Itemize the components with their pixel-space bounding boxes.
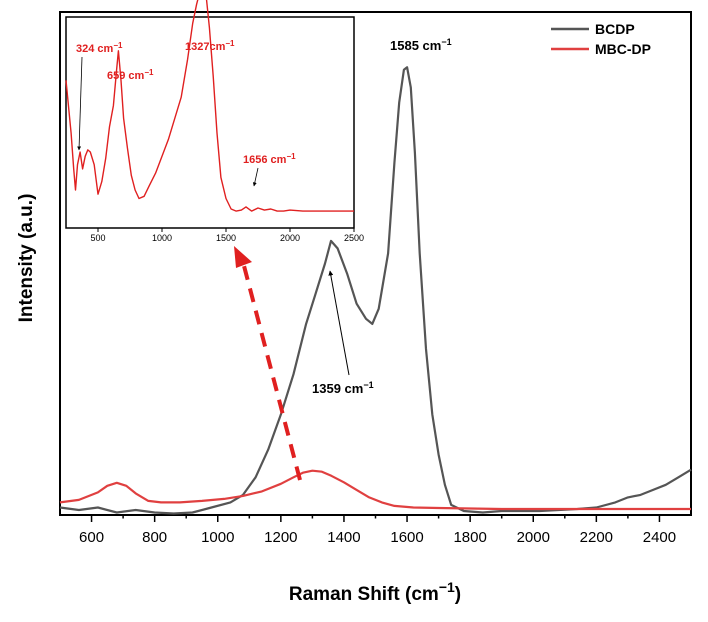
x-tick-label: 2200 <box>580 529 613 546</box>
inset-series-group <box>65 0 354 212</box>
inset-x-tick-label: 1000 <box>152 233 172 243</box>
inset-annotation-659: 659 cm−1 <box>107 68 154 82</box>
inset-x-tick-label: 2500 <box>344 233 364 243</box>
annotation-1359: 1359 cm−1 <box>312 380 374 396</box>
x-tick-label: 600 <box>79 529 104 546</box>
zoom-arrow-head <box>234 246 252 268</box>
series-line-mbc-dp <box>59 469 691 511</box>
inset-series-line-mbc-dp <box>65 0 354 212</box>
x-tick-label: 2400 <box>643 529 676 546</box>
x-axis-label: Raman Shift (cm−1) <box>289 579 461 605</box>
inset-annotation-1656: 1656 cm−1 <box>243 152 296 166</box>
x-tick-label: 1400 <box>327 529 360 546</box>
main-series-group <box>59 66 692 515</box>
y-axis-label: Intensity (a.u.) <box>16 194 37 323</box>
zoom-arrow <box>241 261 302 481</box>
x-tick-label: 1200 <box>264 529 297 546</box>
x-tick-label: 800 <box>142 529 167 546</box>
inset-plot-area <box>65 16 355 229</box>
inset-annotation-1327: 1327cm−1 <box>185 39 235 53</box>
inset-annotation-arrow-1656 <box>252 167 259 187</box>
inset-annotation-324: 324 cm−1 <box>76 41 123 55</box>
inset-annotation-arrow-324 <box>77 56 83 151</box>
legend-label-mbc-dp: MBC-DP <box>595 41 651 57</box>
inset-x-axis: 500 1000 1500 2000 2500 <box>90 228 364 243</box>
x-tick-label: 1600 <box>390 529 423 546</box>
x-tick-label: 1000 <box>201 529 234 546</box>
annotation-arrow-1359 <box>328 270 350 376</box>
legend: BCDP MBC-DP <box>551 21 651 57</box>
inset-chart: 500 1000 1500 2000 2500 324 cm−1 659 cm−1 13… <box>65 0 364 243</box>
inset-x-tick-label: 2000 <box>280 233 300 243</box>
x-tick-label: 1800 <box>453 529 486 546</box>
x-axis: 600 800 1000 1200 1400 1600 1800 2000 2200 2400 <box>79 515 676 546</box>
annotation-1585: 1585 cm−1 <box>390 37 452 53</box>
inset-x-tick-label: 500 <box>90 233 105 243</box>
x-tick-label: 2000 <box>517 529 550 546</box>
inset-x-tick-label: 1500 <box>216 233 236 243</box>
legend-label-bcdp: BCDP <box>595 21 635 37</box>
